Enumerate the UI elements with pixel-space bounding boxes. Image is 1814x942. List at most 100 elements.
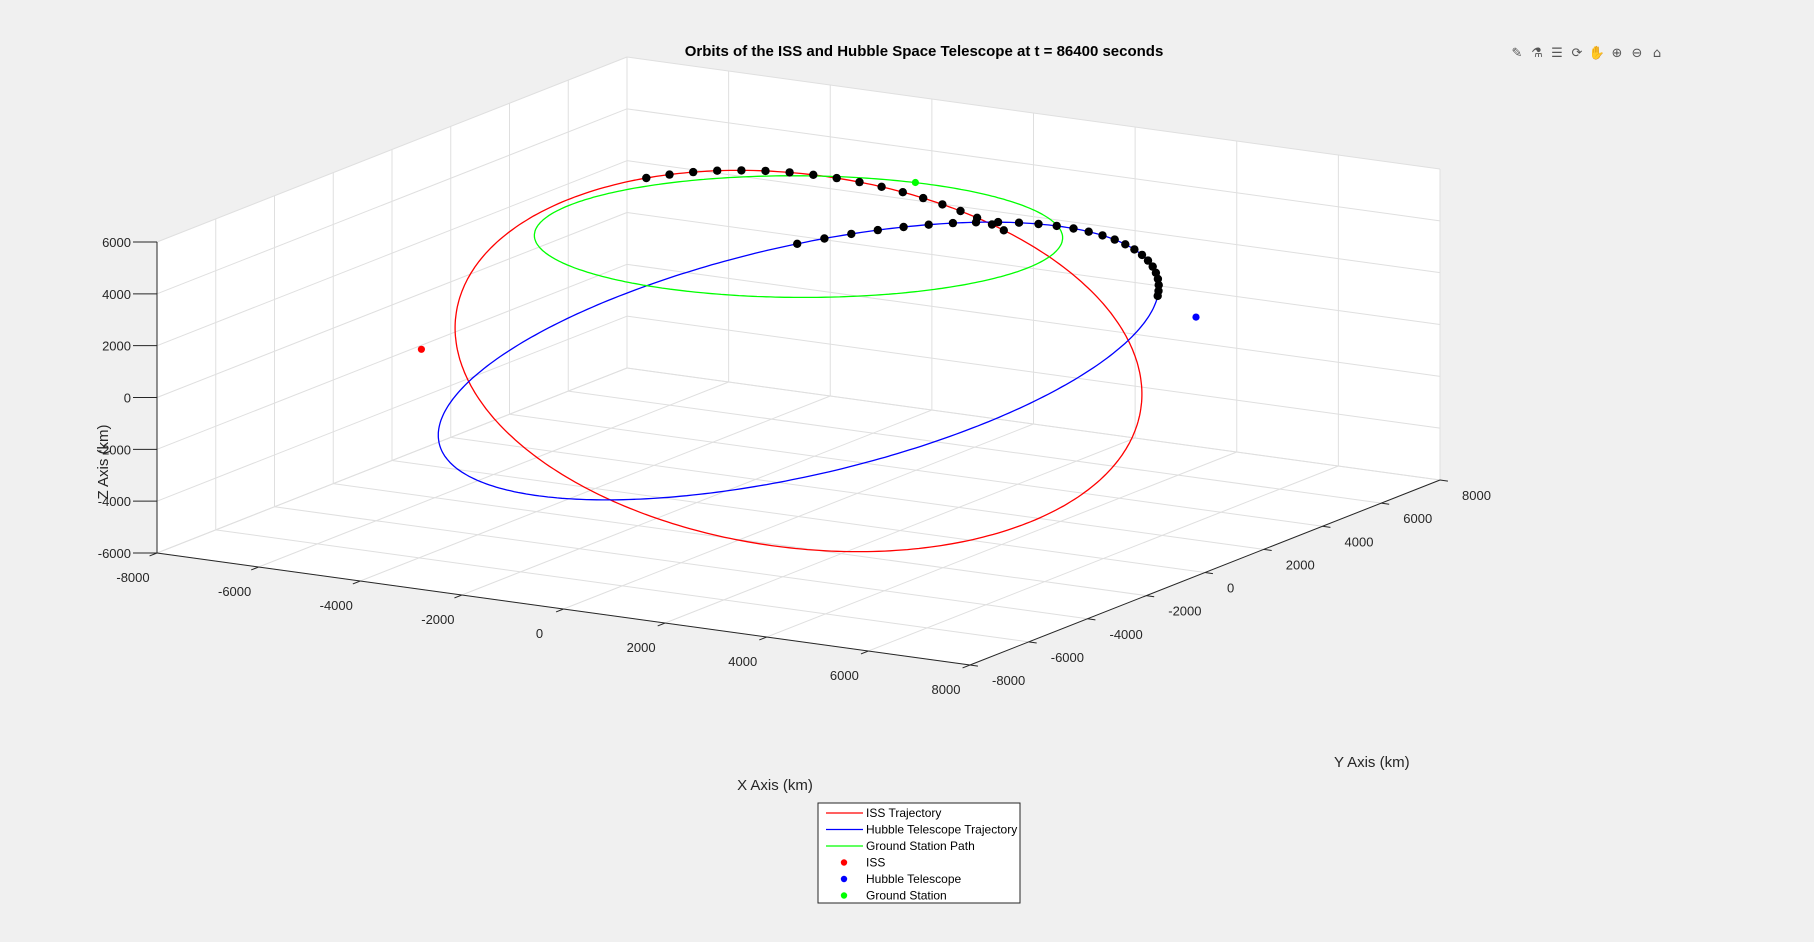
y-tick-label: 0 [1227, 581, 1234, 596]
legend-entry-label: Hubble Telescope Trajectory [866, 823, 1017, 837]
back-gridline-z [626, 160, 1441, 274]
orbit-marker [877, 182, 886, 191]
orbit-marker [873, 225, 882, 235]
x-tick [454, 594, 463, 599]
orbit-marker [938, 200, 947, 209]
y-tick-label: 4000 [1345, 534, 1374, 549]
orbit-marker [899, 222, 908, 232]
back-gridline-z [626, 212, 1441, 325]
orbit-marker [737, 166, 746, 175]
orbit-marker [761, 166, 770, 176]
left-gridline-z [156, 212, 628, 398]
zoom-out-icon[interactable]: ⊖ [1631, 45, 1643, 61]
insert-legend-icon[interactable]: ☰ [1551, 45, 1563, 61]
orbit-marker [642, 173, 651, 183]
back-gridline-z [626, 315, 1441, 429]
y-tick [1204, 572, 1213, 575]
iss-point[interactable] [417, 345, 425, 353]
rotate-3d-icon[interactable]: ⟳ [1571, 45, 1583, 61]
x-tick-label: -2000 [421, 612, 454, 627]
floor-gridline-y [274, 506, 1088, 620]
back-gridline-z [626, 263, 1441, 377]
orbit-marker [1034, 219, 1043, 229]
y-tick-label: -4000 [1110, 627, 1143, 642]
x-tick [657, 622, 666, 627]
orbit-marker [971, 218, 981, 227]
x-tick-label: 4000 [728, 654, 757, 669]
y-tick-label: 8000 [1462, 488, 1491, 503]
x-tick-label: -4000 [320, 598, 353, 613]
z-tick-label: -6000 [98, 546, 131, 561]
legend-entry-label: Hubble Telescope [866, 872, 962, 886]
brush-icon[interactable]: ✎ [1511, 45, 1523, 61]
orbit-marker [898, 188, 907, 197]
hubble-telescope-trajectory-line [437, 221, 1160, 501]
orbit-marker [1121, 240, 1130, 249]
orbit-marker [713, 166, 722, 175]
orbit-marker [993, 217, 1003, 227]
y-tick [969, 664, 978, 667]
orbit-marker [855, 177, 864, 187]
y-tick [1263, 548, 1272, 551]
z-tick-label: -2000 [98, 442, 131, 457]
hubble-telescope-point[interactable] [1192, 313, 1200, 321]
chart-title: Orbits of the ISS and Hubble Space Teles… [685, 43, 1164, 60]
z-tick-label: 6000 [102, 235, 131, 250]
x-tick-label: -6000 [218, 584, 251, 599]
orbit-marker [1014, 218, 1024, 227]
floor-gridline-y [509, 413, 1323, 527]
floor-gridline-y [333, 483, 1147, 597]
orbit-marker [1154, 280, 1163, 290]
data-tip-icon[interactable]: ⚗ [1531, 45, 1543, 61]
floor-gridline-y [568, 390, 1382, 504]
y-tick-label: -6000 [1051, 650, 1084, 665]
x-tick [352, 580, 361, 585]
orbit-marker [924, 220, 933, 229]
left-gridline-z [156, 56, 628, 243]
z-tick-label: 0 [124, 391, 131, 406]
orbit-marker [689, 167, 698, 177]
floor-gridline-y [450, 436, 1264, 550]
x-tick-label: 2000 [627, 640, 656, 655]
legend-entry-label: ISS Trajectory [866, 806, 941, 820]
y-tick-label: -2000 [1168, 604, 1201, 619]
orbit-marker [1143, 256, 1153, 265]
orbit-marker [1137, 250, 1147, 260]
y-tick-label: -8000 [992, 673, 1025, 688]
legend-entry-label: Ground Station Path [866, 839, 975, 853]
orbit-marker [956, 206, 965, 216]
orbit-marker [919, 193, 928, 203]
orbit-marker [820, 234, 829, 243]
orbit-marker [999, 226, 1008, 235]
z-tick-label: -4000 [98, 494, 131, 509]
legend-box[interactable] [817, 802, 1021, 904]
orbit-marker [1154, 286, 1163, 296]
x-axis-label: X Axis (km) [737, 777, 813, 794]
orbit-marker [1151, 268, 1161, 277]
x-tick-label: 6000 [830, 668, 859, 683]
orbit-marker [785, 168, 794, 177]
orbit-marker [1148, 262, 1157, 271]
legend-swatch-dot [840, 875, 848, 883]
pan-icon[interactable]: ✋ [1588, 45, 1606, 61]
orbit-marker [793, 239, 802, 248]
orbit-marker [1069, 224, 1078, 233]
orbit-marker [1098, 231, 1107, 240]
x-tick-label: 0 [536, 626, 543, 641]
axes-toolbar: ✎ ⚗ ☰ ⟳ ✋ ⊕ ⊖ ⌂ [1508, 43, 1666, 63]
y-axis-label: Y Axis (km) [1334, 754, 1410, 771]
y-tick-label: 2000 [1286, 557, 1315, 572]
restore-view-icon[interactable]: ⌂ [1652, 45, 1662, 61]
z-tick-label: 4000 [102, 287, 131, 302]
ground-station-path-line [533, 175, 1064, 299]
orbit-marker [665, 170, 674, 179]
floor-gridline-y [215, 529, 1029, 643]
orbit-marker [1084, 227, 1093, 236]
y-tick [1322, 525, 1331, 528]
back-gridline-z [626, 108, 1441, 222]
legend-entry-label: Ground Station [866, 889, 947, 903]
ground-station-point[interactable] [911, 178, 920, 187]
zoom-in-icon[interactable]: ⊕ [1611, 45, 1623, 61]
